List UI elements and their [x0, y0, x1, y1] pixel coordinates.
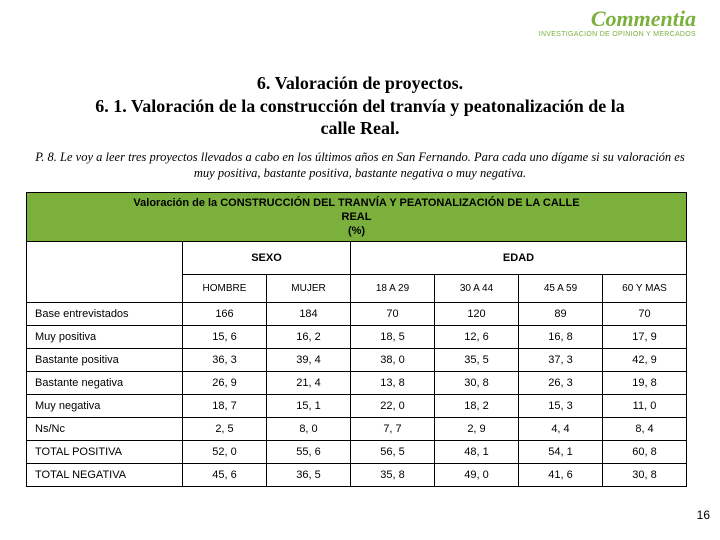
col-header: 30 A 44	[435, 275, 519, 303]
cell: 21, 4	[267, 372, 351, 395]
data-table-wrap: Valoración de la CONSTRUCCIÓN DEL TRANVÍ…	[26, 192, 686, 487]
table-title-line: Valoración de la CONSTRUCCIÓN DEL TRANVÍ…	[133, 197, 579, 209]
brand-tagline: INVESTIGACION DE OPINION Y MERCADOS	[539, 31, 696, 38]
col-header: HOMBRE	[183, 275, 267, 303]
row-label: Muy positiva	[27, 326, 183, 349]
cell: 16, 8	[519, 326, 603, 349]
row-label: TOTAL POSITIVA	[27, 441, 183, 464]
cell: 37, 3	[519, 349, 603, 372]
cell: 15, 1	[267, 395, 351, 418]
heading-line-1: 6. Valoración de proyectos.	[257, 73, 463, 93]
row-label: Base entrevistados	[27, 303, 183, 326]
row-label: Ns/Nc	[27, 418, 183, 441]
table-title: Valoración de la CONSTRUCCIÓN DEL TRANVÍ…	[27, 193, 687, 242]
table-row: Muy positiva 15, 6 16, 2 18, 5 12, 6 16,…	[27, 326, 687, 349]
row-label: Bastante negativa	[27, 372, 183, 395]
cell: 7, 7	[351, 418, 435, 441]
table-corner-blank	[27, 242, 183, 303]
cell: 48, 1	[435, 441, 519, 464]
cell: 2, 9	[435, 418, 519, 441]
heading-line-2: 6. 1. Valoración de la construcción del …	[95, 96, 625, 139]
brand-name: Commentia	[539, 8, 696, 30]
row-label: Muy negativa	[27, 395, 183, 418]
table-row: Bastante negativa 26, 9 21, 4 13, 8 30, …	[27, 372, 687, 395]
table-title-row: Valoración de la CONSTRUCCIÓN DEL TRANVÍ…	[27, 193, 687, 242]
table-row: TOTAL NEGATIVA 45, 6 36, 5 35, 8 49, 0 4…	[27, 464, 687, 487]
table-row: TOTAL POSITIVA 52, 0 55, 6 56, 5 48, 1 5…	[27, 441, 687, 464]
page-title: 6. Valoración de proyectos. 6. 1. Valora…	[0, 72, 720, 140]
cell: 15, 3	[519, 395, 603, 418]
page-number: 16	[697, 508, 710, 522]
cell: 4, 4	[519, 418, 603, 441]
row-label: TOTAL NEGATIVA	[27, 464, 183, 487]
group-header-sexo: SEXO	[183, 242, 351, 275]
cell: 8, 4	[603, 418, 687, 441]
cell: 89	[519, 303, 603, 326]
cell: 70	[603, 303, 687, 326]
cell: 19, 8	[603, 372, 687, 395]
table-row: Muy negativa 18, 7 15, 1 22, 0 18, 2 15,…	[27, 395, 687, 418]
col-header: 45 A 59	[519, 275, 603, 303]
cell: 12, 6	[435, 326, 519, 349]
table-row: Bastante positiva 36, 3 39, 4 38, 0 35, …	[27, 349, 687, 372]
cell: 36, 3	[183, 349, 267, 372]
cell: 49, 0	[435, 464, 519, 487]
cell: 38, 0	[351, 349, 435, 372]
cell: 39, 4	[267, 349, 351, 372]
cell: 17, 9	[603, 326, 687, 349]
cell: 16, 2	[267, 326, 351, 349]
cell: 11, 0	[603, 395, 687, 418]
cell: 30, 8	[435, 372, 519, 395]
cell: 15, 6	[183, 326, 267, 349]
cell: 70	[351, 303, 435, 326]
cell: 35, 5	[435, 349, 519, 372]
cell: 35, 8	[351, 464, 435, 487]
cell: 36, 5	[267, 464, 351, 487]
col-header: 60 Y MAS	[603, 275, 687, 303]
cell: 42, 9	[603, 349, 687, 372]
data-table: Valoración de la CONSTRUCCIÓN DEL TRANVÍ…	[26, 192, 687, 487]
cell: 60, 8	[603, 441, 687, 464]
table-title-line: (%)	[348, 225, 365, 237]
question-text: P. 8. Le voy a leer tres proyectos lleva…	[26, 150, 694, 181]
cell: 184	[267, 303, 351, 326]
row-label: Bastante positiva	[27, 349, 183, 372]
cell: 18, 7	[183, 395, 267, 418]
cell: 54, 1	[519, 441, 603, 464]
cell: 13, 8	[351, 372, 435, 395]
cell: 55, 6	[267, 441, 351, 464]
cell: 22, 0	[351, 395, 435, 418]
table-row: Base entrevistados 166 184 70 120 89 70	[27, 303, 687, 326]
cell: 18, 5	[351, 326, 435, 349]
cell: 56, 5	[351, 441, 435, 464]
table-title-line: REAL	[342, 211, 372, 223]
table-group-row: SEXO EDAD	[27, 242, 687, 275]
cell: 2, 5	[183, 418, 267, 441]
cell: 26, 3	[519, 372, 603, 395]
group-header-edad: EDAD	[351, 242, 687, 275]
col-header: 18 A 29	[351, 275, 435, 303]
table-row: Ns/Nc 2, 5 8, 0 7, 7 2, 9 4, 4 8, 4	[27, 418, 687, 441]
cell: 120	[435, 303, 519, 326]
cell: 8, 0	[267, 418, 351, 441]
cell: 166	[183, 303, 267, 326]
cell: 41, 6	[519, 464, 603, 487]
cell: 52, 0	[183, 441, 267, 464]
cell: 45, 6	[183, 464, 267, 487]
cell: 26, 9	[183, 372, 267, 395]
cell: 18, 2	[435, 395, 519, 418]
col-header: MUJER	[267, 275, 351, 303]
cell: 30, 8	[603, 464, 687, 487]
brand-logo: Commentia INVESTIGACION DE OPINION Y MER…	[539, 8, 696, 38]
